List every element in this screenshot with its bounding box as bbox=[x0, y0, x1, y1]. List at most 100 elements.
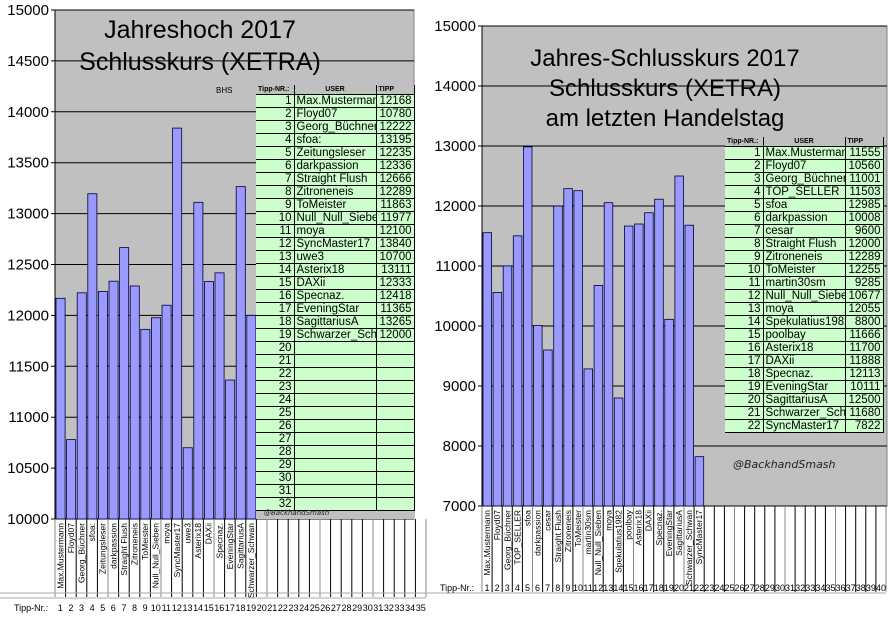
table-row: 5 Zeitungsleser 12235 bbox=[256, 146, 415, 160]
tipp-number: 5 bbox=[100, 603, 105, 613]
category-label: Zitroneneis bbox=[130, 523, 140, 565]
bar bbox=[613, 397, 624, 507]
table-cell-tipp: 12333 bbox=[376, 276, 415, 290]
table-row: 32 bbox=[256, 497, 415, 511]
table-row: 24 bbox=[256, 393, 415, 407]
bar bbox=[129, 285, 140, 520]
table-cell-user: DAXii bbox=[294, 276, 377, 290]
tipp-number: 24 bbox=[714, 583, 724, 593]
table-row: 21 bbox=[256, 354, 415, 368]
table-cell-user: martin30sm bbox=[763, 276, 846, 290]
table-row: 6 darkpassion 10008 bbox=[725, 211, 884, 225]
tipp-number: 34 bbox=[815, 583, 825, 593]
table-cell-nr: 13 bbox=[256, 250, 295, 264]
table-cell-tipp bbox=[376, 458, 415, 472]
tipp-number: 30 bbox=[775, 583, 785, 593]
category-label: SyncMaster17 bbox=[694, 510, 704, 565]
table-header-row: Tipp-NR.: USER TIPP bbox=[256, 85, 415, 95]
table-cell-nr: 19 bbox=[725, 380, 764, 394]
category-label: Specnaz. bbox=[654, 510, 664, 545]
bar bbox=[664, 318, 674, 507]
table-cell-nr: 10 bbox=[725, 263, 764, 277]
table-cell-nr: 22 bbox=[725, 419, 764, 433]
y-tick-label: 13000 bbox=[7, 206, 49, 223]
bar bbox=[634, 223, 644, 507]
table-cell-nr: 25 bbox=[256, 406, 295, 420]
table-row: 3 Georg_Büchner 11001 bbox=[725, 172, 884, 186]
table-cell-nr: 15 bbox=[725, 328, 764, 342]
table-cell-user: Max.Mustermann bbox=[294, 94, 377, 108]
table-row: 11 moya 12100 bbox=[256, 224, 415, 238]
category-label: Null_Null_Sieben bbox=[593, 510, 603, 575]
table-cell-user: Georg_Büchner bbox=[294, 120, 377, 134]
tipp-number: 25 bbox=[724, 583, 734, 593]
table-cell-tipp: 12336 bbox=[376, 159, 415, 173]
table-cell-user: Null_Null_Sieben bbox=[294, 211, 377, 225]
y-tick-label: 10000 bbox=[434, 318, 476, 335]
table-cell-nr: 12 bbox=[256, 237, 295, 251]
bar bbox=[55, 297, 66, 520]
table-cell-user bbox=[294, 367, 377, 381]
tipp-number: 18 bbox=[654, 583, 664, 593]
table-cell-tipp: 12000 bbox=[845, 237, 884, 251]
tipp-number: 19 bbox=[246, 603, 256, 613]
table-row: 9 Zitroneneis 12289 bbox=[725, 250, 884, 264]
table-cell-nr: 3 bbox=[725, 172, 764, 186]
table-cell-tipp: 11888 bbox=[845, 354, 884, 368]
bar bbox=[583, 368, 594, 507]
table-cell-tipp: 10008 bbox=[845, 211, 884, 225]
table-header-row: Tipp-NR.: USER TIPP bbox=[725, 137, 884, 147]
tipp-number: 2 bbox=[495, 583, 500, 593]
table-cell-nr: 8 bbox=[256, 185, 295, 199]
category-label: Specnaz. bbox=[214, 523, 224, 558]
category-label: Straight Flush bbox=[553, 510, 563, 563]
table-row: 12 Null_Null_Sieben 10677 bbox=[725, 289, 884, 303]
table-cell-user bbox=[294, 380, 377, 394]
chart-title-line: Jahreshoch 2017 bbox=[104, 16, 296, 44]
table-cell-user: moya bbox=[763, 302, 846, 316]
category-label: Floyd07 bbox=[66, 523, 76, 554]
table-cell-tipp: 10780 bbox=[376, 107, 415, 121]
category-label: Georg_Büchner bbox=[502, 510, 512, 570]
tipp-number: 26 bbox=[320, 603, 330, 613]
table-cell-tipp: 11365 bbox=[376, 302, 415, 316]
table-cell-nr: 20 bbox=[725, 393, 764, 407]
table-row: 31 bbox=[256, 484, 415, 498]
table-cell-user bbox=[294, 393, 377, 407]
table-cell-tipp: 13265 bbox=[376, 315, 415, 329]
table-cell-tipp: 11863 bbox=[376, 198, 415, 212]
tipp-number: 28 bbox=[755, 583, 765, 593]
tipp-number: 8 bbox=[555, 583, 560, 593]
table-cell-tipp bbox=[376, 406, 415, 420]
table-cell-tipp: 10677 bbox=[845, 289, 884, 303]
table-cell-user: EveningStar bbox=[763, 380, 846, 394]
tipp-number: 31 bbox=[785, 583, 795, 593]
tipp-number: 15 bbox=[623, 583, 633, 593]
bar bbox=[193, 201, 204, 520]
table-header-tipp: TIPP bbox=[845, 137, 884, 147]
table-cell-tipp: 12113 bbox=[845, 367, 884, 381]
bar bbox=[492, 291, 503, 507]
table-cell-nr: 28 bbox=[256, 445, 295, 459]
table-cell-tipp bbox=[376, 393, 415, 407]
tipp-number: 3 bbox=[505, 583, 510, 593]
table-cell-tipp: 12000 bbox=[376, 328, 415, 342]
table-cell-user bbox=[294, 354, 377, 368]
category-label: cesar bbox=[543, 510, 553, 531]
table-cell-tipp: 12666 bbox=[376, 172, 415, 186]
table-cell-user bbox=[294, 458, 377, 472]
table-cell-nr: 29 bbox=[256, 458, 295, 472]
table-cell-nr: 21 bbox=[725, 406, 764, 420]
y-tick-label: 11000 bbox=[8, 409, 49, 426]
table-cell-tipp: 12289 bbox=[376, 185, 415, 199]
category-label: Zeitungsleser bbox=[98, 523, 108, 574]
category-label: DAXii bbox=[204, 523, 214, 544]
table-row: 26 bbox=[256, 419, 415, 433]
tipp-number: 22 bbox=[278, 603, 288, 613]
chart-title-line: Schlusskurs (XETRA) bbox=[79, 48, 321, 76]
y-tick-label: 14500 bbox=[7, 53, 49, 70]
